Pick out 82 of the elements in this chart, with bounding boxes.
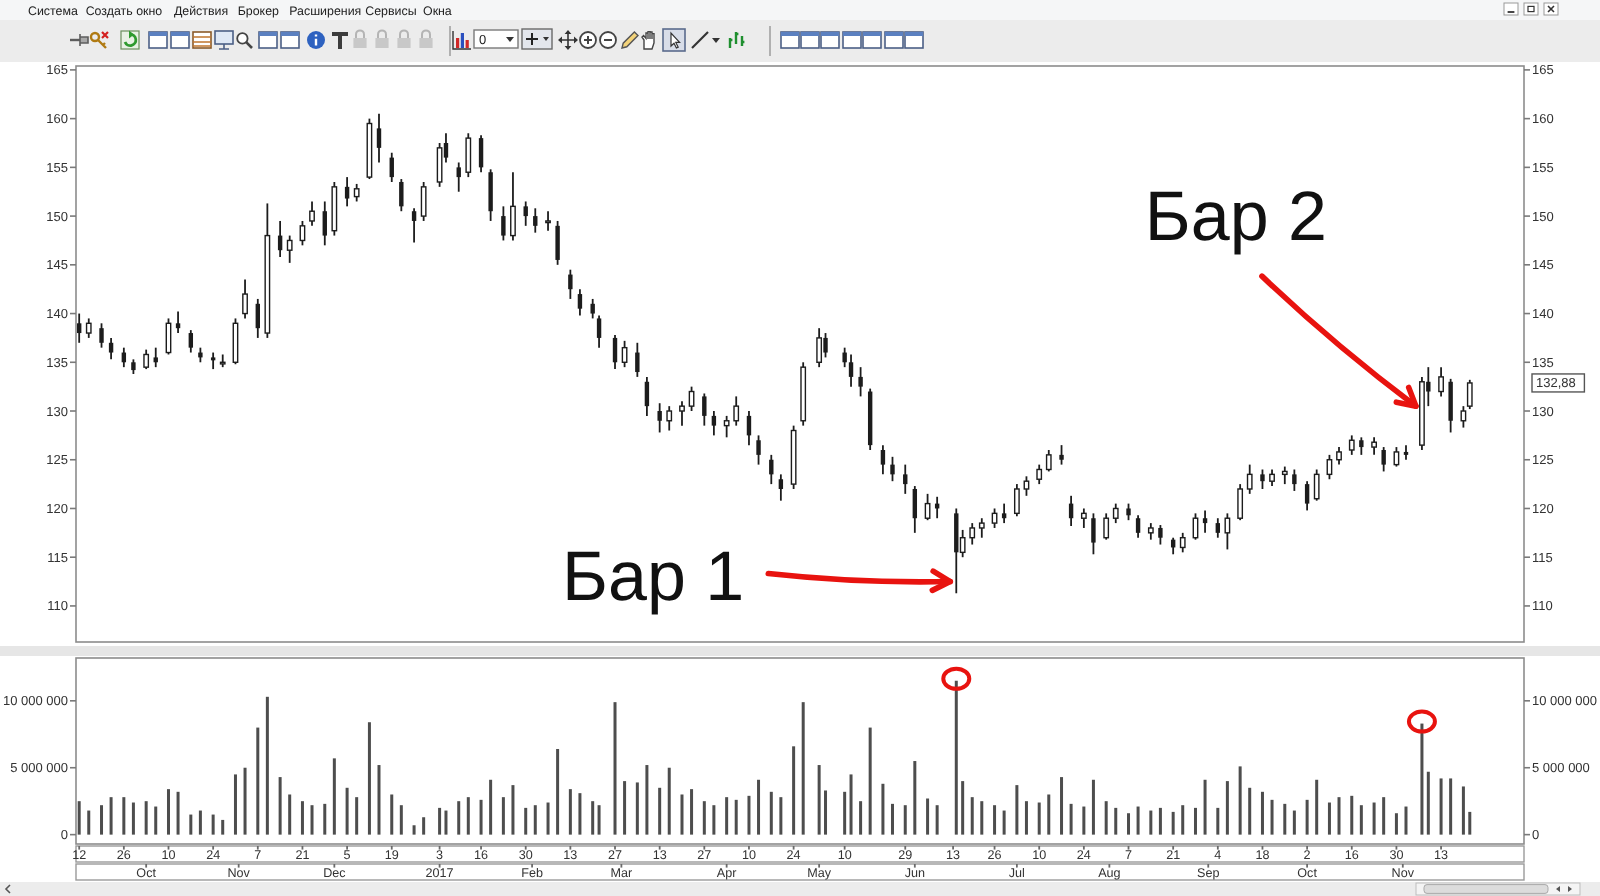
candlestick xyxy=(1438,366,1444,398)
candlestick xyxy=(858,366,863,398)
candlestick xyxy=(1179,531,1186,554)
candlestick xyxy=(1292,468,1297,492)
candlestick xyxy=(635,341,640,378)
candlestick xyxy=(456,161,461,193)
candlestick xyxy=(523,200,528,227)
candlestick xyxy=(657,402,662,434)
candlestick xyxy=(1103,512,1110,541)
candlestick xyxy=(612,334,618,371)
candlestick xyxy=(1023,475,1030,497)
candlestick xyxy=(188,329,194,354)
candlestick xyxy=(1135,514,1141,539)
candlestick xyxy=(1381,446,1386,473)
candlestick xyxy=(1059,444,1064,466)
candlestick xyxy=(478,134,484,174)
candlestick xyxy=(555,220,560,266)
candlestick xyxy=(890,455,895,483)
candlestick xyxy=(533,207,538,234)
candlestick xyxy=(711,410,717,437)
candlestick xyxy=(1202,509,1208,534)
candlestick xyxy=(331,181,338,237)
candlestick xyxy=(1091,512,1096,556)
candlestick xyxy=(376,112,382,164)
candlestick xyxy=(510,171,516,242)
candlestick xyxy=(1246,463,1253,495)
candlestick xyxy=(286,234,293,264)
candlestick xyxy=(344,176,350,208)
candlestick xyxy=(488,168,493,222)
candlestick xyxy=(1013,483,1020,518)
annotation: Бар 2 xyxy=(1144,178,1328,257)
candlestick xyxy=(76,312,82,344)
candlestick xyxy=(880,444,886,476)
candlestick xyxy=(978,517,985,539)
candlestick xyxy=(1448,377,1453,434)
candlestick xyxy=(1112,502,1119,524)
candlestick xyxy=(816,327,823,369)
candlestick xyxy=(175,310,181,334)
candlestick xyxy=(644,376,650,417)
annotation: Бар 1 xyxy=(562,537,745,616)
candlestick xyxy=(420,181,427,222)
candlestick xyxy=(903,463,908,495)
candlestick xyxy=(309,200,315,227)
candlestick xyxy=(679,400,685,427)
candlestick xyxy=(1036,463,1043,486)
candlestick xyxy=(99,322,104,349)
candlestick xyxy=(143,348,150,371)
candlestick xyxy=(1304,480,1310,512)
candlestick xyxy=(778,473,784,502)
candlestick xyxy=(1313,468,1320,502)
candlestick xyxy=(702,392,707,427)
candlestick xyxy=(501,205,506,242)
candlestick xyxy=(848,353,854,388)
candlestick xyxy=(590,298,595,320)
candlestick xyxy=(577,288,583,317)
candlestick xyxy=(1237,483,1244,522)
candlestick xyxy=(756,434,761,466)
candlestick xyxy=(823,332,828,359)
candlestick xyxy=(568,268,573,300)
candlestick xyxy=(411,207,417,244)
candlestick xyxy=(1403,444,1409,461)
candlestick xyxy=(954,507,959,595)
candlestick xyxy=(108,337,114,361)
candlestick xyxy=(1158,524,1163,546)
candlestick xyxy=(85,317,92,339)
candlestick xyxy=(1260,468,1265,490)
candlestick xyxy=(1348,434,1355,456)
candlestick xyxy=(153,346,158,369)
candlestick xyxy=(399,178,404,213)
candlestick xyxy=(1215,517,1221,539)
candlestick xyxy=(1080,507,1087,529)
candlestick xyxy=(1045,449,1052,473)
candlestick xyxy=(912,485,918,534)
candlestick xyxy=(596,314,602,349)
candlestick xyxy=(666,405,673,432)
candlestick xyxy=(1224,512,1231,551)
candlestick xyxy=(545,210,551,232)
candlestick xyxy=(242,278,248,320)
candlestick xyxy=(322,200,327,247)
candlestick xyxy=(1001,502,1007,524)
candlestick xyxy=(255,298,260,339)
candlestick xyxy=(465,132,472,179)
